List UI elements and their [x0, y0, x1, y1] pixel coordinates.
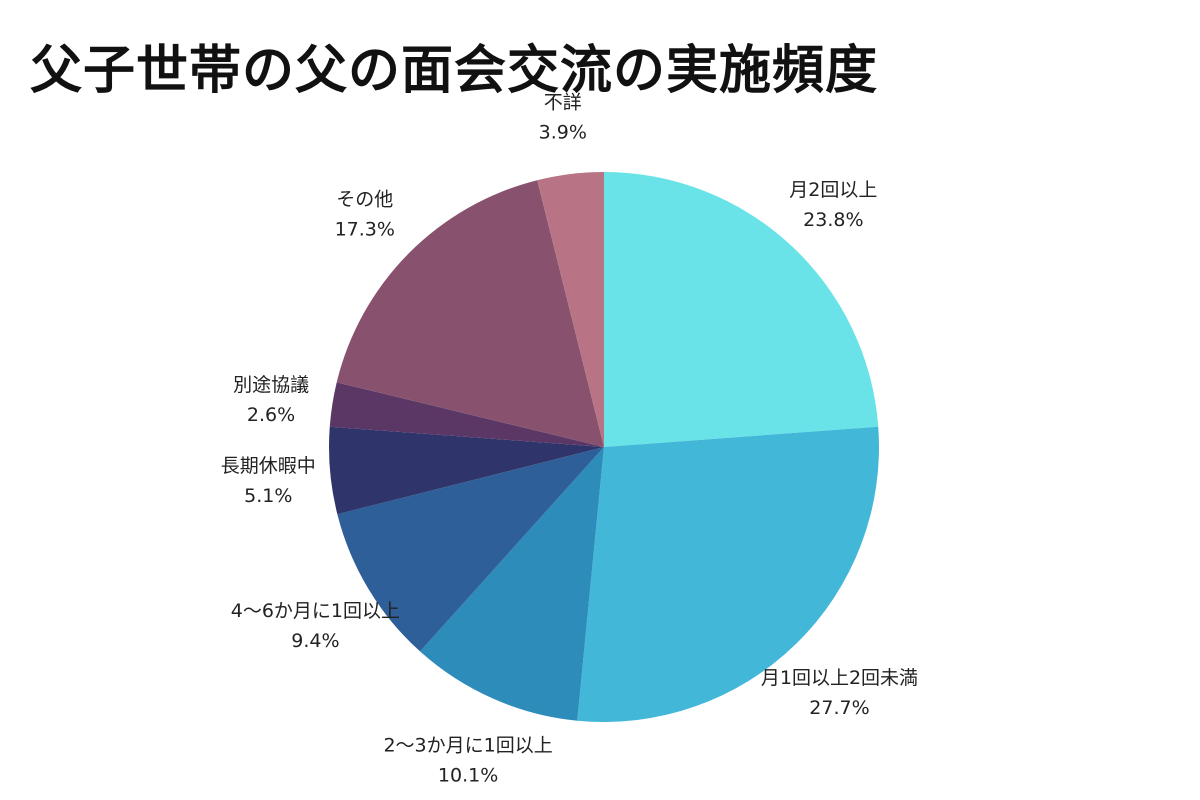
- chart-title: 父子世帯の父の面会交流の実施頻度: [30, 41, 879, 101]
- slice-value-4: 9.4%: [291, 630, 339, 652]
- slice-label-3: 2〜3か月に1回以上: [383, 734, 552, 756]
- slice-value-7: 17.3%: [335, 219, 395, 241]
- pie-slice-7: [336, 180, 604, 447]
- pie-slice-2: [577, 426, 879, 722]
- slice-value-8: 3.9%: [539, 122, 587, 144]
- slice-label-7: その他: [336, 189, 393, 211]
- slice-label-5: 長期休暇中: [221, 455, 316, 477]
- slice-label-4: 4〜6か月に1回以上: [231, 600, 400, 622]
- slice-value-1: 23.8%: [803, 209, 863, 231]
- slice-value-2: 27.7%: [809, 697, 869, 719]
- slice-label-8: 不詳: [544, 92, 582, 114]
- pie-slice-3: [420, 447, 604, 721]
- slice-value-6: 2.6%: [247, 404, 295, 426]
- slice-label-1: 月2回以上: [789, 179, 877, 201]
- slice-label-6: 別途協議: [233, 374, 309, 396]
- pie-slice-8: [537, 172, 604, 447]
- pie-slice-4: [337, 447, 604, 652]
- pie-slice-5: [329, 426, 604, 515]
- slice-value-3: 10.1%: [438, 764, 498, 786]
- slice-label-2: 月1回以上2回未満: [761, 667, 918, 689]
- pie-slice-1: [604, 172, 879, 447]
- pie-slice-6: [329, 382, 604, 447]
- slice-value-5: 5.1%: [244, 485, 292, 507]
